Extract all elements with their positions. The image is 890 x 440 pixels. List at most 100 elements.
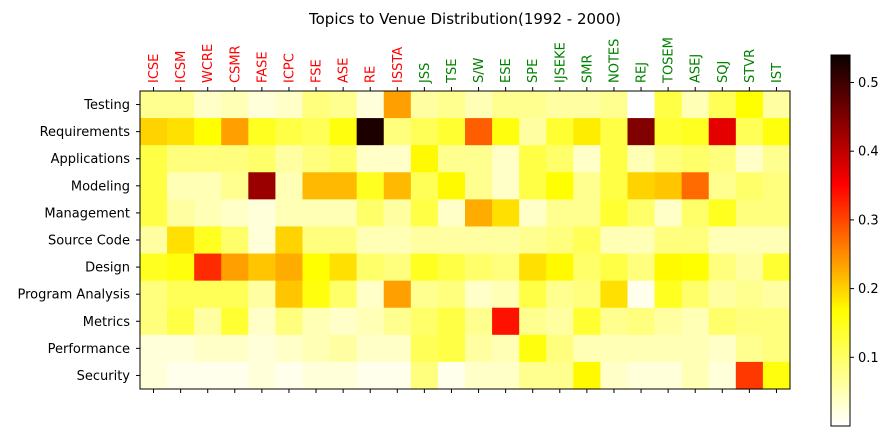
heatmap-cell xyxy=(275,91,304,119)
heatmap-cell xyxy=(140,361,168,390)
heatmap-cell xyxy=(167,226,195,255)
heatmap-cell xyxy=(329,172,358,200)
y-tick-label: Requirements xyxy=(40,125,131,140)
heatmap-cell xyxy=(681,307,710,336)
heatmap-cell xyxy=(465,253,493,282)
heatmap-cell xyxy=(140,145,168,173)
heatmap-cell xyxy=(519,145,547,173)
heatmap-cell xyxy=(492,145,520,173)
heatmap-cell xyxy=(762,307,791,336)
colorbar-tick-label: 0.5 xyxy=(858,76,879,91)
x-tick-label: ICPC xyxy=(282,53,297,83)
heatmap-cell xyxy=(627,118,656,146)
heatmap-cell xyxy=(329,199,358,228)
heatmap-cell xyxy=(383,172,412,200)
x-tick-label: RE xyxy=(364,66,379,83)
heatmap-cell xyxy=(654,253,683,282)
heatmap-cell xyxy=(735,334,764,363)
heatmap-cell xyxy=(465,199,493,228)
heatmap-cell xyxy=(329,280,358,309)
colorbar-tick-label: 0.3 xyxy=(858,213,879,228)
x-tick-label: WCRE xyxy=(201,44,216,83)
heatmap-cell xyxy=(221,334,249,363)
heatmap-cell xyxy=(681,145,710,173)
heatmap-cell xyxy=(465,145,493,173)
heatmap-cell xyxy=(735,199,764,228)
x-tick-label: ICSM xyxy=(174,51,189,83)
heatmap-cell xyxy=(465,307,493,336)
y-tick-label: Modeling xyxy=(71,179,130,194)
heatmap-cell xyxy=(681,361,710,390)
heatmap-cell xyxy=(302,118,331,146)
heatmap-cell xyxy=(492,361,520,390)
y-tick-label: Management xyxy=(44,206,130,221)
colorbar: 0.1 0.2 0.3 0.4 0.5 xyxy=(830,54,879,427)
heatmap-cell xyxy=(465,91,493,119)
heatmap-cell xyxy=(275,307,304,336)
heatmap-cell xyxy=(248,199,277,228)
heatmap-cell xyxy=(735,226,764,255)
heatmap-cell xyxy=(627,226,656,255)
heatmap-cell xyxy=(627,199,656,228)
chart-title: Topics to Venue Distribution(1992 - 2000… xyxy=(308,10,621,28)
heatmap-cell xyxy=(248,253,277,282)
heatmap-cell xyxy=(329,253,358,282)
heatmap-cell xyxy=(600,307,629,336)
heatmap-cell xyxy=(708,361,737,390)
heatmap-cells xyxy=(140,91,791,390)
y-tick-label: Performance xyxy=(48,342,130,357)
heatmap-cell xyxy=(654,334,683,363)
heatmap-cell xyxy=(492,307,520,336)
x-tick-label: TSE xyxy=(445,59,460,84)
heatmap-cell xyxy=(302,172,331,200)
heatmap-cell xyxy=(492,172,520,200)
y-axis-labels: Testing Requirements Applications Modeling M… xyxy=(17,98,130,384)
heatmap-cell xyxy=(437,253,466,282)
heatmap-cell xyxy=(302,334,331,363)
heatmap-cell xyxy=(600,118,629,146)
heatmap-cell xyxy=(573,199,602,228)
heatmap-cell xyxy=(681,253,710,282)
heatmap-cell xyxy=(762,361,791,390)
heatmap-cell xyxy=(410,280,439,309)
heatmap-cell xyxy=(356,280,385,309)
heatmap-cell xyxy=(410,145,439,173)
heatmap-cell xyxy=(519,361,547,390)
heatmap-cell xyxy=(194,199,222,228)
heatmap-cell xyxy=(600,199,629,228)
heatmap-cell xyxy=(167,91,195,119)
x-tick-label: FSE xyxy=(310,59,325,83)
heatmap-cell xyxy=(519,118,547,146)
heatmap-cell xyxy=(194,361,222,390)
heatmap-cell xyxy=(681,91,710,119)
heatmap-cell xyxy=(735,280,764,309)
heatmap-cell xyxy=(356,334,385,363)
heatmap-cell xyxy=(627,172,656,200)
heatmap-cell xyxy=(167,199,195,228)
heatmap-cell xyxy=(708,280,737,309)
x-tick-label: ICSE xyxy=(147,54,162,83)
heatmap-cell xyxy=(248,172,277,200)
heatmap-cell xyxy=(248,334,277,363)
heatmap-cell xyxy=(356,118,385,146)
heatmap-cell xyxy=(546,361,574,390)
heatmap-cell xyxy=(546,307,574,336)
heatmap-cell xyxy=(302,226,331,255)
heatmap-cell xyxy=(762,172,791,200)
heatmap-cell xyxy=(356,91,385,119)
heatmap-cell xyxy=(492,226,520,255)
heatmap-cell xyxy=(708,253,737,282)
heatmap-cell xyxy=(167,145,195,173)
x-tick-label: REJ xyxy=(635,62,650,83)
heatmap-cell xyxy=(708,91,737,119)
heatmap-cell xyxy=(762,253,791,282)
heatmap-cell xyxy=(654,226,683,255)
heatmap-cell xyxy=(762,280,791,309)
heatmap-cell xyxy=(735,253,764,282)
colorbar-tick-label: 0.1 xyxy=(858,351,879,366)
y-tick-label: Metrics xyxy=(83,315,130,330)
heatmap-cell xyxy=(519,334,547,363)
heatmap-cell xyxy=(681,226,710,255)
heatmap-cell xyxy=(140,334,168,363)
heatmap-cell xyxy=(600,91,629,119)
